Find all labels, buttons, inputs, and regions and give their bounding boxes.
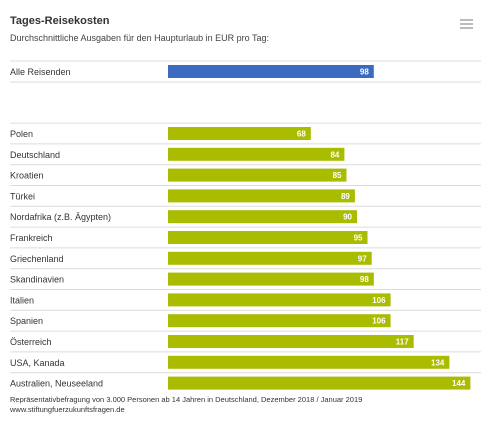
category-label: Österreich	[10, 337, 52, 347]
data-label: 134	[431, 358, 445, 367]
category-label: Alle Reisenden	[10, 67, 71, 77]
category-label: Australien, Neuseeland	[10, 379, 103, 389]
category-label: USA, Kanada	[10, 358, 65, 368]
bar	[168, 251, 372, 265]
bar	[168, 335, 414, 348]
category-label: Frankreich	[10, 233, 53, 243]
data-label: 84	[330, 150, 339, 159]
category-label: Italien	[10, 295, 34, 305]
bar	[168, 272, 374, 286]
bar	[168, 376, 471, 390]
data-label: 144	[452, 379, 466, 388]
source-note: Repräsentativbefragung von 3.000 Persone…	[10, 395, 363, 404]
category-label: Griechenland	[10, 254, 64, 264]
bar	[168, 168, 347, 182]
bar	[168, 210, 357, 224]
chart-footer: Repräsentativbefragung von 3.000 Persone…	[10, 395, 362, 415]
data-label: 117	[396, 338, 409, 347]
data-label: 90	[343, 213, 352, 222]
chart-title: Tages-Reisekosten	[10, 15, 110, 27]
chart-subtitle: Durchschnittliche Ausgaben für den Haupt…	[10, 33, 269, 43]
bar	[168, 189, 355, 203]
bar	[168, 147, 345, 161]
data-label: 106	[372, 296, 386, 305]
category-label: Nordafrika (z.B. Ägypten)	[10, 212, 111, 222]
category-label: Polen	[10, 129, 33, 139]
data-label: 85	[333, 171, 342, 180]
hamburger-menu-icon[interactable]	[460, 19, 473, 30]
data-label: 68	[297, 130, 306, 139]
bar	[168, 127, 311, 140]
category-label: Spanien	[10, 316, 43, 326]
category-label: Deutschland	[10, 150, 60, 160]
data-label: 98	[360, 275, 369, 284]
data-label: 106	[372, 317, 386, 326]
data-label: 98	[360, 68, 369, 77]
bar	[168, 314, 391, 328]
data-label: 95	[354, 234, 363, 243]
bar	[168, 355, 450, 369]
bar	[168, 293, 391, 307]
category-label: Kroatien	[10, 171, 44, 181]
category-label: Türkei	[10, 191, 35, 201]
data-label: 89	[341, 192, 350, 201]
bar-chart: Alle Reisenden 98 Polen 68 Deutschland 84 Kroa…	[10, 60, 481, 390]
category-label: Skandinavien	[10, 275, 64, 285]
bar	[168, 65, 374, 78]
bar	[168, 231, 368, 244]
website-link[interactable]: www.stiftungfuerzukunftsfragen.de	[10, 405, 125, 414]
data-label: 97	[358, 254, 367, 263]
